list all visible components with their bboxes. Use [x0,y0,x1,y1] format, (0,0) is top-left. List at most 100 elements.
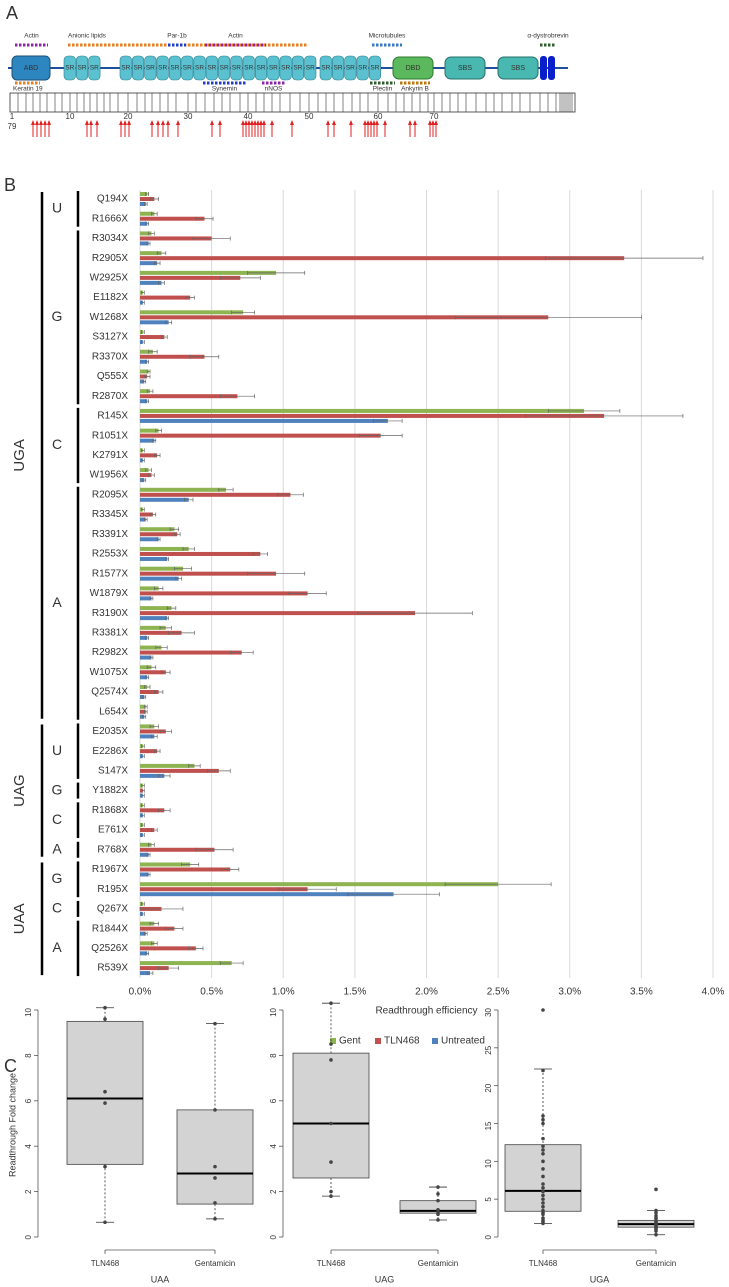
exon-number: 79 [8,122,17,131]
error-bar [151,211,158,216]
y-tick-label: 15 [484,1121,493,1130]
domain-label: SR [65,65,74,72]
subgroup-label: G [52,308,63,324]
category-label: W1879X [90,588,129,599]
error-bar [148,349,158,354]
data-point [541,1136,545,1141]
bar [140,379,145,384]
error-bar [141,783,145,788]
data-point [436,1212,440,1217]
error-bar [188,946,204,951]
error-bar [149,197,159,201]
error-bar [168,630,195,635]
bar [140,270,277,275]
error-bar [161,670,171,675]
error-bar [141,788,145,793]
bar [140,473,152,478]
spectrin-repeat [132,55,145,81]
bar [140,946,196,951]
category-label: E1182X [93,292,128,303]
spectrin-repeat [218,55,231,81]
error-bar [169,527,180,532]
data-point [654,1210,658,1215]
spectrin-repeat [319,55,332,81]
error-bar [218,487,234,492]
domain-label: SR [321,65,330,72]
bar [140,497,189,502]
error-bar [165,556,169,561]
spectrin-repeat [304,55,317,81]
error-bar [141,823,145,828]
error-bar [141,803,145,808]
bar [140,842,152,847]
domain [497,56,539,80]
y-tick-label: 30 [484,1007,493,1016]
domain-label: SR [306,65,315,72]
mutation-arrow-head [210,120,214,125]
bar [140,280,162,285]
category-label: R1577X [92,568,128,579]
data-point [329,1001,333,1005]
category-label: S147X [98,766,128,777]
error-bar [142,379,147,384]
error-bar [174,532,181,537]
bar [140,551,261,556]
mutation-arrow-head [270,120,274,125]
category-label: W1075X [90,667,129,678]
error-bar [143,704,148,709]
bar [140,892,394,897]
y-tick-label: 25 [484,1045,493,1054]
bar [140,453,158,458]
bar [140,418,388,423]
data-point [541,1182,545,1186]
x-axis-title: UAA [151,1274,170,1284]
y-tick-label: 20 [484,1083,493,1092]
data-point [213,1176,217,1180]
data-point [541,1174,545,1179]
group-label: UGA [11,439,28,472]
error-bar [145,635,149,640]
data-point [103,1089,107,1094]
data-point [541,1117,545,1122]
error-bar [143,685,151,689]
error-bar [148,842,155,847]
error-bar [141,290,145,295]
mutation-arrow-head [247,120,251,125]
bar [140,808,165,813]
bar [140,241,149,246]
error-bar [155,428,162,433]
bar [140,335,165,340]
data-point [541,1121,545,1126]
exon-number: 50 [305,112,314,121]
data-point [654,1232,658,1237]
data-point [329,1189,333,1194]
bar [140,665,152,670]
spectrin-repeat [156,55,169,81]
error-bar [547,408,621,413]
subgroup-label: C [52,436,62,452]
data-point [541,1159,545,1164]
x-tick-label: 3.5% [630,987,653,998]
spectrin-repeat [119,55,132,81]
data-point [541,1151,545,1156]
bar [140,635,148,640]
bar [140,231,152,236]
x-tick-label: 4.0% [702,987,725,998]
data-point [541,1193,545,1198]
error-bar [149,655,154,660]
bar [140,389,151,394]
mutation-arrow-head [176,120,180,125]
bar [140,566,183,571]
error-bar [182,546,195,551]
data-point [213,1021,217,1026]
bar [140,704,146,709]
error-bar [206,768,231,773]
bar [140,532,178,537]
legend-swatch [375,1038,381,1044]
data-point [541,1068,545,1073]
error-bar [524,413,684,418]
data-point [654,1187,658,1192]
bar [140,966,169,971]
data-point [541,1221,545,1226]
mutation-arrow-head [123,120,127,125]
